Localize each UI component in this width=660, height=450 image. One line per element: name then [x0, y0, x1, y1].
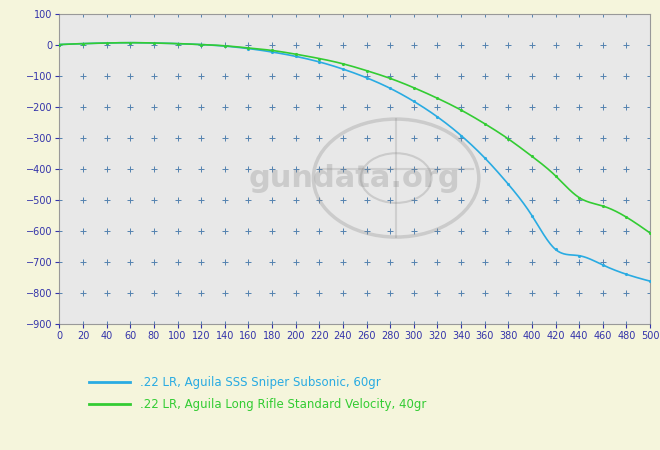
Text: gundata.org: gundata.org [249, 163, 461, 193]
Legend: .22 LR, Aguila SSS Sniper Subsonic, 60gr, .22 LR, Aguila Long Rifle Standard Vel: .22 LR, Aguila SSS Sniper Subsonic, 60gr… [89, 377, 426, 411]
